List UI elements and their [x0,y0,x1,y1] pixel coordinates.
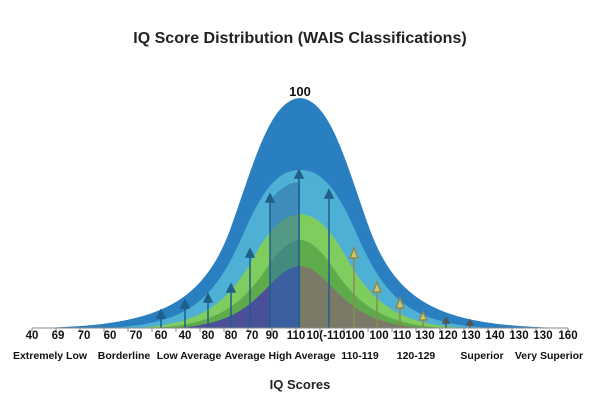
x-tick-label: 120 [438,330,458,342]
category-label-120-129: 120-129 [396,350,436,362]
category-label-superior: Superior [460,350,504,362]
x-tick-label: 40 [178,330,192,342]
band-core-right [300,266,430,328]
x-tick-label: 130 [533,330,553,342]
category-label-borderline: Borderline [97,350,151,362]
x-tick-label: 130 [415,330,435,342]
x-tick-label: 100 [345,330,365,342]
x-tick-label: 90 [265,330,279,342]
category-label-extremely-low: Extremely Low [12,350,88,362]
x-tick-label: 69 [51,330,65,342]
band-core-left [170,266,300,328]
category-label-110-119: 110-119 [341,350,379,362]
category-label-low-average: Low Average [156,350,222,362]
x-tick-label: 110 [286,330,306,342]
band-mid-overlay [270,182,300,328]
x-tick-label: 70 [245,330,259,342]
x-axis-label: IQ Scores [269,377,331,392]
x-tick-label: 160 [558,330,578,342]
x-tick-label: 70 [77,330,91,342]
x-tick-label: 10(-110 [306,330,346,342]
x-tick-label: 80 [224,330,238,342]
arrows [155,168,475,328]
category-label-average: Average [224,350,266,362]
x-tick-label: 70 [129,330,143,342]
chart-title: IQ Score Distribution (WAIS Classificati… [133,30,467,47]
category-label-high-average: High Average [268,350,336,362]
x-tick-label: 130 [461,330,481,342]
x-axis-ticks [31,328,569,332]
category-label-very-superior: Very Superior [514,350,584,362]
x-tick-label: 110 [392,330,412,342]
peak-annotation: 100 [289,84,311,99]
x-tick-label: 60 [103,330,117,342]
x-tick-label: 140 [485,330,505,342]
x-tick-label: 100 [369,330,389,342]
x-tick-label: 80 [201,330,215,342]
x-tick-label: 130 [509,330,529,342]
x-tick-label: 60 [154,330,168,342]
x-tick-label: 40 [25,330,39,342]
